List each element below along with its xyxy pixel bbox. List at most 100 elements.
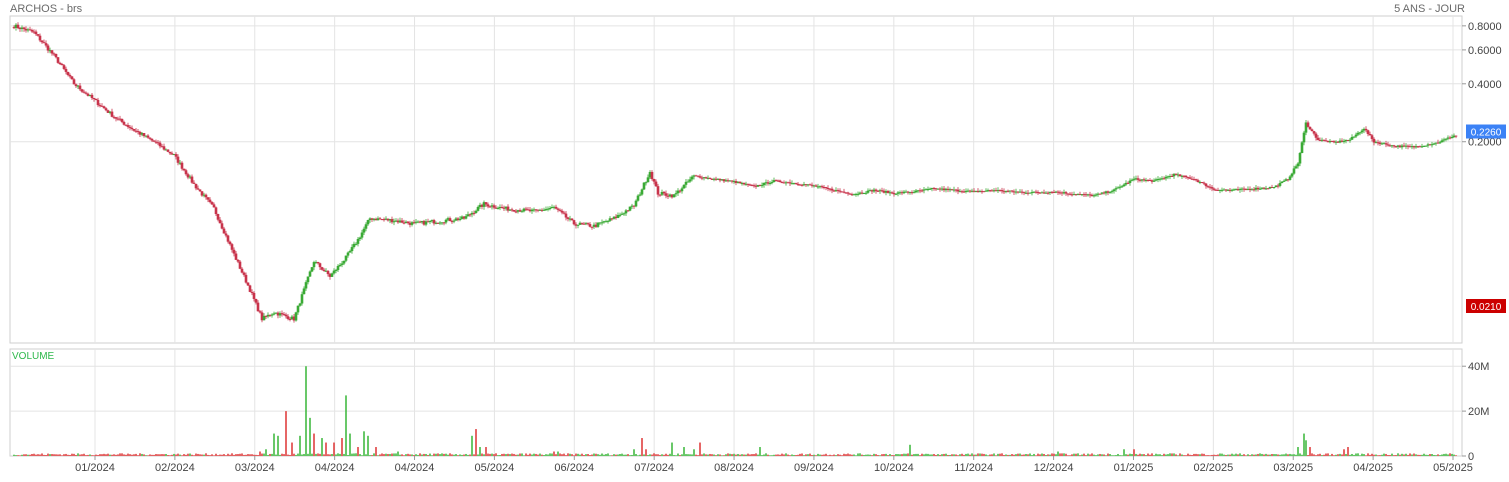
candle-body bbox=[1274, 185, 1278, 187]
volume-bar bbox=[1001, 453, 1003, 456]
candle-body bbox=[1444, 138, 1448, 140]
volume-bar bbox=[1221, 453, 1223, 456]
volume-bar bbox=[1285, 453, 1287, 456]
candle-body bbox=[1226, 189, 1230, 191]
candle-body bbox=[1062, 192, 1066, 194]
volume-bar bbox=[555, 454, 557, 456]
candle-body bbox=[622, 213, 626, 215]
candle-body bbox=[456, 218, 460, 221]
volume-bar bbox=[269, 453, 271, 456]
volume-bar bbox=[579, 454, 581, 456]
volume-bar bbox=[987, 455, 989, 456]
candle-body bbox=[706, 177, 710, 179]
volume-bar bbox=[443, 453, 445, 456]
candle-body bbox=[226, 235, 230, 242]
volume-bar bbox=[1279, 454, 1281, 456]
last-price-badge bbox=[1466, 124, 1506, 139]
candle-body bbox=[1268, 187, 1272, 189]
volume-bar bbox=[661, 454, 663, 456]
candle-body bbox=[552, 206, 556, 208]
volume-bar bbox=[1391, 453, 1393, 456]
candle-body bbox=[1422, 145, 1426, 147]
candle-body bbox=[1090, 194, 1094, 197]
candle-body bbox=[958, 191, 962, 193]
candle-body bbox=[1194, 179, 1198, 181]
volume-bar bbox=[923, 454, 925, 456]
candle-body bbox=[822, 187, 826, 189]
candle-body bbox=[920, 190, 924, 192]
volume-bar bbox=[1259, 453, 1261, 456]
candle-body bbox=[588, 224, 592, 227]
candle-body bbox=[784, 182, 788, 184]
volume-bar bbox=[427, 454, 429, 456]
candle-body bbox=[1248, 188, 1252, 190]
candle-body bbox=[656, 186, 660, 195]
volume-bar bbox=[801, 453, 803, 456]
candle-body bbox=[18, 28, 22, 30]
volume-bar bbox=[151, 454, 153, 456]
volume-bar bbox=[463, 454, 465, 456]
candle-body bbox=[1380, 143, 1384, 145]
candle-body bbox=[934, 188, 938, 190]
volume-bar bbox=[1383, 453, 1385, 456]
volume-bar bbox=[619, 454, 621, 456]
volume-bar bbox=[1171, 453, 1173, 456]
candle-body bbox=[598, 222, 602, 224]
volume-bar bbox=[1163, 453, 1165, 456]
candle-body bbox=[1050, 191, 1054, 193]
candle-body bbox=[488, 206, 492, 208]
volume-bar bbox=[1417, 454, 1419, 456]
volume-bar bbox=[967, 453, 969, 456]
candle-body bbox=[1376, 142, 1380, 144]
candle-body bbox=[544, 209, 548, 211]
volume-bar bbox=[105, 454, 107, 456]
volume-bar bbox=[1395, 455, 1397, 456]
candle-body bbox=[696, 175, 700, 177]
candle-body bbox=[1028, 192, 1032, 194]
candle-body bbox=[278, 313, 282, 316]
candle-body bbox=[1394, 146, 1398, 148]
candle-body bbox=[1078, 194, 1082, 196]
candle-body bbox=[642, 182, 646, 190]
candle-body bbox=[912, 192, 916, 194]
volume-bar bbox=[1423, 453, 1425, 456]
candle-body bbox=[228, 241, 232, 245]
candle-body bbox=[1224, 189, 1228, 191]
candle-body bbox=[624, 210, 628, 214]
candle-body bbox=[344, 255, 348, 261]
volume-bar bbox=[733, 453, 735, 456]
candle-body bbox=[548, 208, 552, 210]
candle-body bbox=[474, 210, 478, 213]
candle-body bbox=[894, 193, 898, 195]
candle-body bbox=[616, 215, 620, 219]
volume-bar bbox=[789, 455, 791, 456]
candle-body bbox=[150, 138, 154, 141]
candle-body bbox=[306, 276, 310, 283]
candle-body bbox=[942, 188, 946, 191]
candle-body bbox=[1116, 187, 1120, 189]
volume-bar bbox=[835, 455, 837, 456]
candle-body bbox=[498, 206, 502, 209]
volume-bar bbox=[111, 454, 113, 456]
candle-body bbox=[134, 130, 138, 132]
candle-body bbox=[710, 178, 714, 180]
volume-bar bbox=[1033, 453, 1035, 456]
candle-body bbox=[1230, 189, 1234, 191]
volume-bar bbox=[341, 438, 343, 456]
chart-range-label[interactable]: 5 ANS - JOUR bbox=[1394, 3, 1465, 15]
candle-body bbox=[92, 98, 96, 100]
candle-body bbox=[1182, 175, 1186, 177]
candle-body bbox=[22, 27, 26, 29]
candle-body bbox=[880, 190, 884, 192]
candle-body bbox=[902, 191, 906, 194]
candle-body bbox=[874, 189, 878, 191]
volume-bar bbox=[625, 454, 627, 456]
volume-bar bbox=[309, 417, 311, 456]
volume-bar bbox=[31, 453, 33, 456]
candle-body bbox=[670, 194, 674, 198]
candle-body bbox=[1126, 182, 1130, 184]
volume-y-tick-label: 20M bbox=[1468, 406, 1489, 418]
volume-bar bbox=[1107, 453, 1109, 456]
candle-body bbox=[534, 209, 538, 211]
candle-body bbox=[782, 182, 786, 184]
